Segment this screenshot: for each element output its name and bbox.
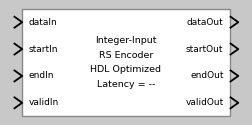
Text: dataOut: dataOut [187,18,224,27]
Text: validOut: validOut [185,98,224,107]
Text: Latency = --: Latency = -- [97,80,155,89]
Text: Integer-Input: Integer-Input [95,36,157,45]
Text: dataIn: dataIn [28,18,57,27]
Text: startIn: startIn [28,45,58,54]
Text: endIn: endIn [28,72,54,80]
Text: validIn: validIn [28,98,59,107]
Text: endOut: endOut [190,72,224,80]
Text: RS Encoder: RS Encoder [99,51,153,60]
Text: startOut: startOut [186,45,224,54]
Text: HDL Optimized: HDL Optimized [90,65,162,74]
Bar [22,9,230,116]
